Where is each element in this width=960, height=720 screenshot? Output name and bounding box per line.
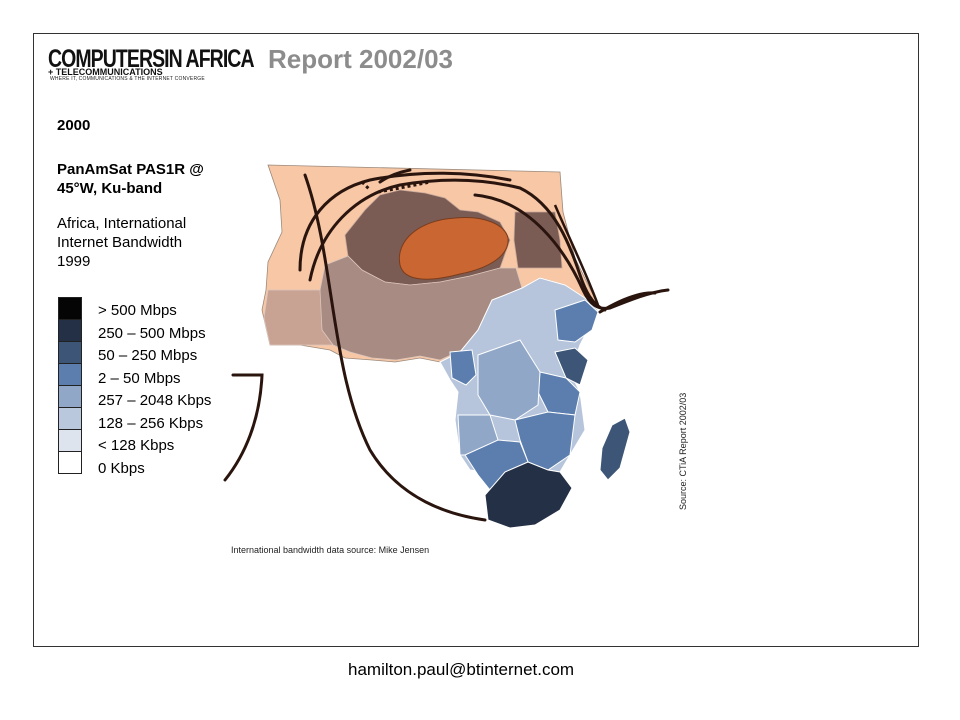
cable-west-coast — [223, 373, 264, 482]
south-africa-region — [484, 461, 573, 529]
slide-frame — [33, 33, 919, 647]
satellite-label: PanAmSat PAS1R @ 45°W, Ku-band — [57, 160, 257, 198]
legend-label: 2 – 50 Mbps — [98, 369, 181, 387]
legend-swatches — [58, 297, 82, 474]
egypt-region — [513, 211, 563, 269]
subtitle-line-2: Internet Bandwidth — [57, 234, 183, 251]
cable-atlantic — [303, 173, 487, 522]
cable-planned-dotted — [360, 180, 431, 194]
satellite-line-1: PanAmSat PAS1R @ — [57, 161, 204, 178]
legend-swatch — [58, 451, 82, 474]
vertical-source-note: Source: CTiA Report 2002/03 — [678, 392, 688, 510]
subtitle-line-1: Africa, International — [57, 215, 187, 232]
logo-wordmark: COMPUTERSIN AFRICA — [48, 45, 255, 73]
cable-east-spur — [598, 291, 657, 314]
west-africa-coast — [263, 289, 334, 346]
cameroon-gabon-region — [449, 349, 477, 386]
ethiopia-region — [554, 299, 599, 343]
satellite-line-2: 45°W, Ku-band — [57, 180, 163, 197]
cable-gulf — [378, 168, 412, 184]
cable-north-2 — [308, 178, 607, 312]
kenya-region — [554, 347, 589, 386]
subtitle-line-3: 1999 — [57, 253, 91, 270]
cable-red-sea — [473, 193, 670, 310]
legend-label: 128 – 256 Kbps — [98, 414, 204, 432]
bandwidth-data-source: International bandwidth data source: Mik… — [231, 545, 430, 555]
map-year: 2000 — [57, 117, 91, 134]
madagascar-region — [599, 417, 631, 481]
cable-east-segment — [553, 204, 600, 306]
legend-label: 257 – 2048 Kbps — [98, 392, 212, 409]
footer-email: hamilton.paul@btinternet.com — [348, 660, 575, 679]
computers-in-africa-logo: COMPUTERSIN AFRICA + TELECOMMUNICATIONS … — [48, 46, 260, 82]
legend-label: > 500 Mbps — [98, 302, 177, 319]
legend-label: 250 – 500 Mbps — [98, 324, 206, 342]
undersea-cables — [223, 168, 670, 522]
legend-label: < 128 Kbps — [98, 437, 175, 454]
congo-region — [477, 339, 541, 421]
logo-tagline: WHERE IT, COMMUNICATIONS & THE INTERNET … — [50, 76, 205, 82]
legend-label: 50 – 250 Mbps — [98, 347, 198, 364]
logo-subline: + TELECOMMUNICATIONS — [48, 67, 163, 77]
legend-label: 0 Kbps — [98, 459, 145, 477]
legend-labels: > 500 Mbps 250 – 500 Mbps 50 – 250 Mbps 2 –… — [98, 300, 278, 480]
cable-north-1 — [298, 171, 512, 272]
map-subtitle: Africa, International Internet Bandwidth… — [57, 214, 257, 271]
zimbabwe-mozambique-region — [514, 411, 576, 471]
satellite-footprint — [398, 216, 509, 280]
report-title: Report 2002/03 — [268, 44, 453, 74]
